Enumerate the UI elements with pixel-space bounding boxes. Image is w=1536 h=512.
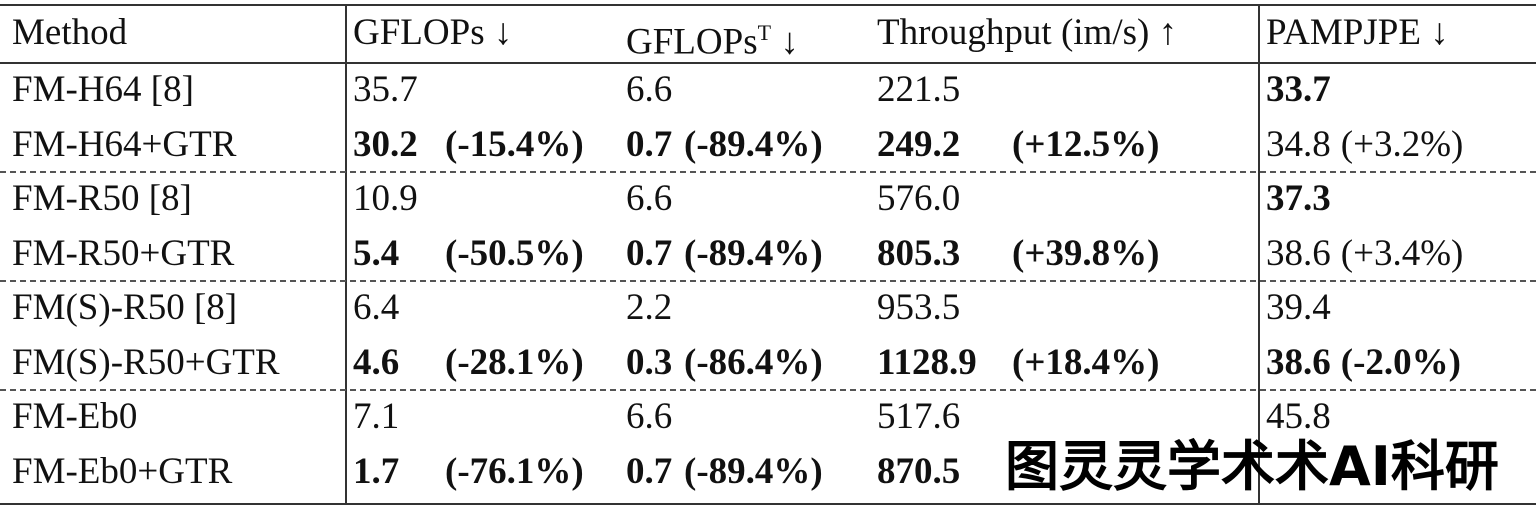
table-cell: 6.6 bbox=[626, 178, 673, 219]
header-text: GFLOPs bbox=[626, 21, 758, 63]
cell-value: 0.7 bbox=[626, 232, 673, 274]
cell-change: (-89.4%) bbox=[684, 232, 823, 274]
table-cell: 39.4 bbox=[1266, 287, 1331, 328]
header-sup: T bbox=[757, 20, 772, 45]
column-rule bbox=[1258, 4, 1260, 504]
cell-change: (+18.4%) bbox=[1012, 341, 1160, 383]
table-cell: 33.7 bbox=[1266, 69, 1331, 110]
table-cell: FM(S)-R50+GTR bbox=[12, 341, 280, 383]
table-cell: 1128.9 (+18.4%) bbox=[877, 336, 1159, 390]
table-cell: 4.6 (-28.1%) bbox=[353, 336, 584, 390]
cell-value: 805.3 bbox=[877, 232, 961, 274]
table-cell: 576.0 bbox=[877, 178, 961, 219]
cell-change: (-28.1%) bbox=[445, 341, 584, 383]
rule bbox=[0, 503, 1536, 505]
table-cell: FM-H64+GTR bbox=[12, 123, 237, 165]
cell-change: (-15.4%) bbox=[445, 123, 584, 165]
table-cell: FM-H64 [8] bbox=[12, 69, 194, 110]
table-cell: 221.5 bbox=[877, 69, 961, 110]
table-cell: 34.8 (+3.2%) bbox=[1266, 118, 1463, 172]
cell-value: 249.2 bbox=[877, 123, 961, 165]
cell-value: 4.6 bbox=[353, 341, 400, 383]
cell-value: 0.7 bbox=[626, 123, 673, 165]
table-cell: 517.6 bbox=[877, 396, 961, 437]
watermark: 图灵灵学术术AI科研 bbox=[1005, 435, 1499, 498]
table-cell: FM-R50 [8] bbox=[12, 178, 192, 219]
cell-change: (+3.2%) bbox=[1340, 123, 1464, 165]
cell-change: (-86.4%) bbox=[684, 341, 823, 383]
cell-change: (-50.5%) bbox=[445, 232, 584, 274]
header-arrow: ↓ bbox=[780, 21, 799, 63]
cell-value: 34.8 bbox=[1266, 123, 1331, 165]
table-cell: 953.5 bbox=[877, 287, 961, 328]
header-cell: PAMPJPE ↓ bbox=[1266, 12, 1449, 53]
cell-value: 38.6 bbox=[1266, 341, 1331, 383]
cell-change: (+39.8%) bbox=[1012, 232, 1160, 274]
table-cell: 5.4 (-50.5%) bbox=[353, 227, 584, 281]
table-cell: 6.4 bbox=[353, 287, 400, 328]
table-cell: 38.6 (+3.4%) bbox=[1266, 227, 1463, 281]
cell-value: 0.3 bbox=[626, 341, 673, 383]
table-cell: 805.3 (+39.8%) bbox=[877, 227, 1159, 281]
cell-value: 38.6 bbox=[1266, 232, 1331, 274]
header-cell: GFLOPs ↓ bbox=[353, 12, 513, 53]
header-cell: Method bbox=[12, 12, 128, 53]
table-cell: 870.5 bbox=[877, 450, 961, 492]
table-cell: 2.2 bbox=[626, 287, 673, 328]
rule bbox=[0, 4, 1536, 6]
table-cell: 6.6 bbox=[626, 69, 673, 110]
cell-value: 30.2 bbox=[353, 123, 418, 165]
table-cell: FM-Eb0 bbox=[12, 396, 138, 437]
table-cell: 38.6 (-2.0%) bbox=[1266, 336, 1461, 390]
rule bbox=[0, 62, 1536, 64]
table-cell: 6.6 bbox=[626, 396, 673, 437]
cell-value: 1.7 bbox=[353, 450, 400, 492]
cell-value: 1128.9 bbox=[877, 341, 977, 383]
table-cell: 30.2 (-15.4%) bbox=[353, 118, 584, 172]
table-cell: FM-Eb0+GTR bbox=[12, 450, 233, 492]
table-cell: 45.8 bbox=[1266, 396, 1331, 437]
table-cell: FM-R50+GTR bbox=[12, 232, 235, 274]
table-cell: FM(S)-R50 [8] bbox=[12, 287, 238, 328]
cell-change: (-2.0%) bbox=[1340, 341, 1461, 383]
group-rule bbox=[0, 389, 1536, 391]
group-rule bbox=[0, 280, 1536, 282]
cell-change: (-76.1%) bbox=[445, 450, 584, 492]
header-cell: GFLOPsT ↓ bbox=[626, 6, 799, 69]
table-cell: 10.9 bbox=[353, 178, 418, 219]
table-cell: 35.7 bbox=[353, 69, 418, 110]
table-cell: 0.7 (-89.4%) bbox=[626, 118, 823, 172]
table-cell: 0.7 (-89.4%) bbox=[626, 445, 823, 499]
cell-value: 5.4 bbox=[353, 232, 400, 274]
cell-change: (-89.4%) bbox=[684, 450, 823, 492]
table-cell: 0.7 (-89.4%) bbox=[626, 227, 823, 281]
cell-value: 0.7 bbox=[626, 450, 673, 492]
cell-change: (-89.4%) bbox=[684, 123, 823, 165]
table-cell: 7.1 bbox=[353, 396, 400, 437]
table-cell: 1.7 (-76.1%) bbox=[353, 445, 584, 499]
table-cell: 249.2 (+12.5%) bbox=[877, 118, 1159, 172]
table-cell: 37.3 bbox=[1266, 178, 1331, 219]
column-rule bbox=[345, 4, 347, 504]
header-cell: Throughput (im/s) ↑ bbox=[877, 12, 1178, 53]
cell-change: (+3.4%) bbox=[1340, 232, 1464, 274]
group-rule bbox=[0, 171, 1536, 173]
table-cell: 0.3 (-86.4%) bbox=[626, 336, 823, 390]
cell-change: (+12.5%) bbox=[1012, 123, 1160, 165]
